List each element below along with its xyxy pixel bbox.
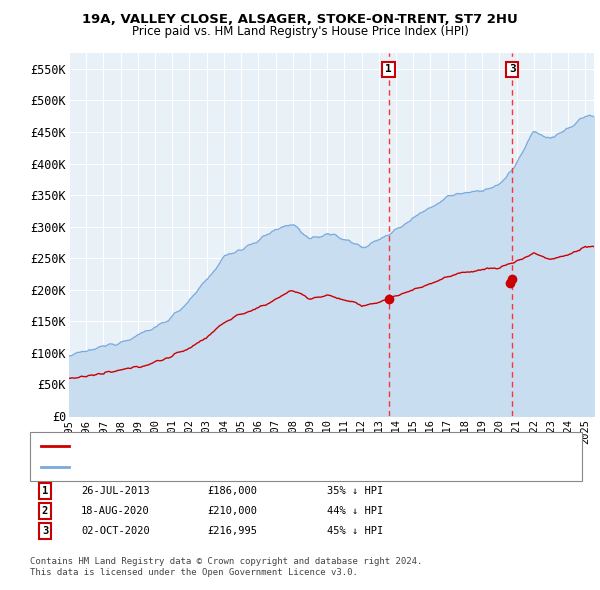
Text: This data is licensed under the Open Government Licence v3.0.: This data is licensed under the Open Gov… [30, 568, 358, 577]
Text: 3: 3 [509, 64, 515, 74]
Text: £186,000: £186,000 [207, 486, 257, 496]
Text: 19A, VALLEY CLOSE, ALSAGER, STOKE-ON-TRENT, ST7 2HU (detached house): 19A, VALLEY CLOSE, ALSAGER, STOKE-ON-TRE… [75, 441, 500, 451]
Text: 44% ↓ HPI: 44% ↓ HPI [327, 506, 383, 516]
Text: HPI: Average price, detached house, Cheshire East: HPI: Average price, detached house, Ches… [75, 463, 381, 473]
Text: £216,995: £216,995 [207, 526, 257, 536]
Text: £210,000: £210,000 [207, 506, 257, 516]
Text: 02-OCT-2020: 02-OCT-2020 [81, 526, 150, 536]
Text: 2: 2 [42, 506, 48, 516]
Text: 45% ↓ HPI: 45% ↓ HPI [327, 526, 383, 536]
Text: 26-JUL-2013: 26-JUL-2013 [81, 486, 150, 496]
Text: Contains HM Land Registry data © Crown copyright and database right 2024.: Contains HM Land Registry data © Crown c… [30, 558, 422, 566]
Text: Price paid vs. HM Land Registry's House Price Index (HPI): Price paid vs. HM Land Registry's House … [131, 25, 469, 38]
Text: 1: 1 [385, 64, 392, 74]
Text: 1: 1 [42, 486, 48, 496]
Text: 19A, VALLEY CLOSE, ALSAGER, STOKE-ON-TRENT, ST7 2HU: 19A, VALLEY CLOSE, ALSAGER, STOKE-ON-TRE… [82, 13, 518, 26]
Text: 35% ↓ HPI: 35% ↓ HPI [327, 486, 383, 496]
Text: 18-AUG-2020: 18-AUG-2020 [81, 506, 150, 516]
Text: 3: 3 [42, 526, 48, 536]
